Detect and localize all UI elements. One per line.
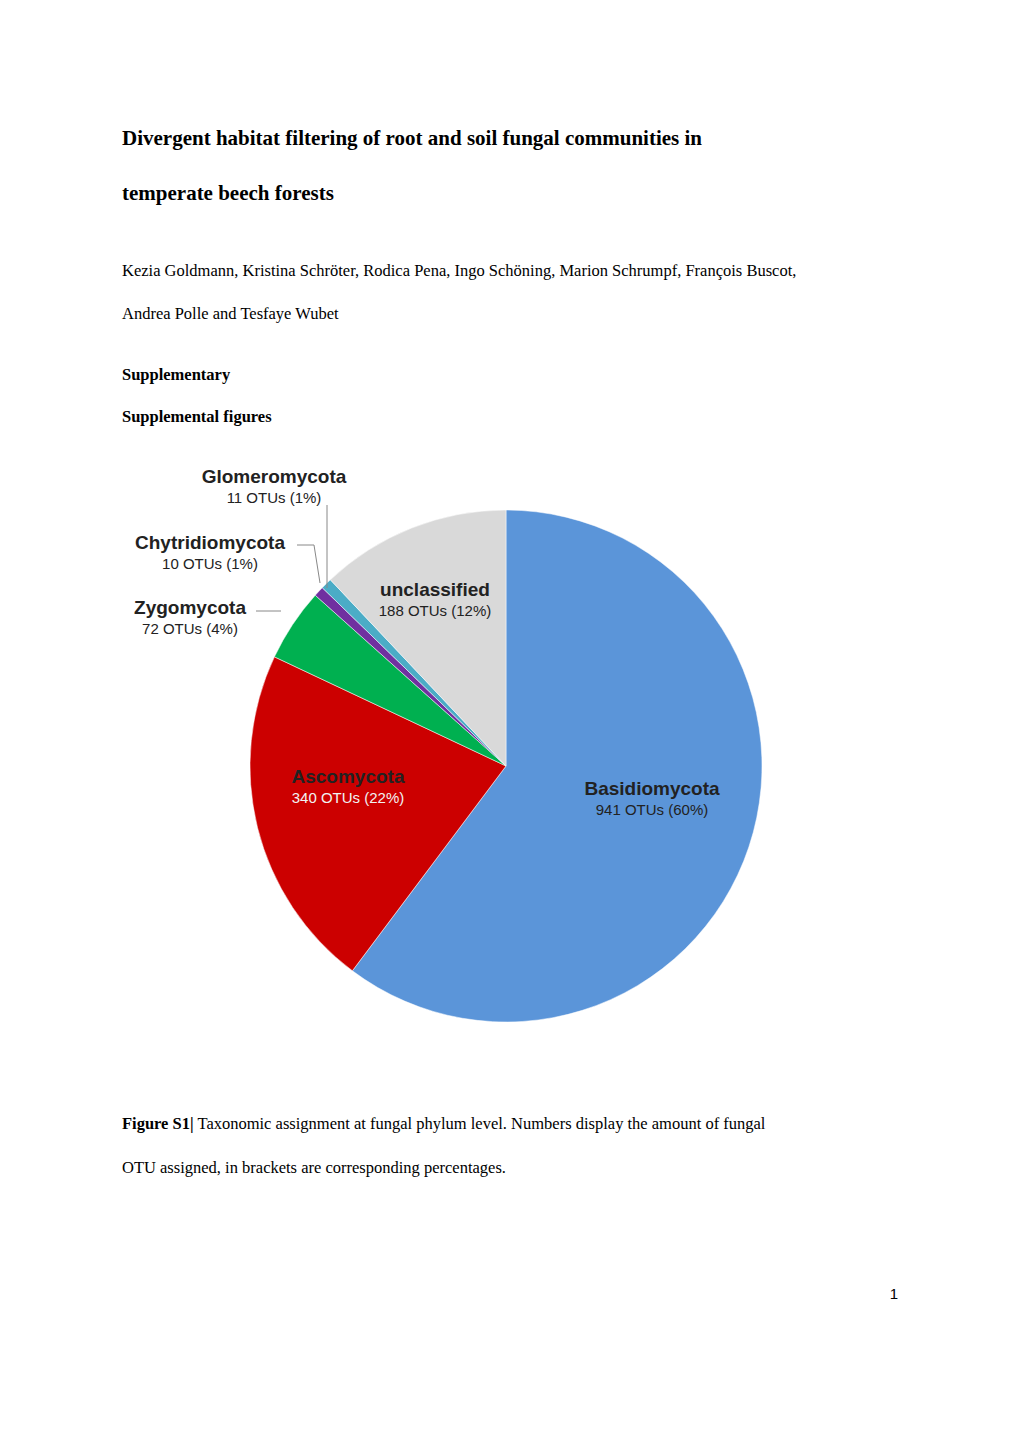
svg-text:Zygomycota: Zygomycota bbox=[134, 597, 246, 618]
svg-text:188 OTUs (12%): 188 OTUs (12%) bbox=[379, 602, 492, 619]
svg-text:340 OTUs (22%): 340 OTUs (22%) bbox=[292, 789, 405, 806]
svg-text:72 OTUs (4%): 72 OTUs (4%) bbox=[142, 620, 238, 637]
svg-text:unclassified: unclassified bbox=[380, 579, 490, 600]
svg-text:Divergent habitat filtering of: Divergent habitat filtering of root and … bbox=[122, 126, 702, 150]
svg-text:temperate beech forests: temperate beech forests bbox=[122, 181, 334, 205]
svg-text:Andrea Polle and Tesfaye Wubet: Andrea Polle and Tesfaye Wubet bbox=[122, 304, 339, 323]
svg-text:941 OTUs (60%): 941 OTUs (60%) bbox=[596, 801, 709, 818]
svg-text:Chytridiomycota: Chytridiomycota bbox=[135, 532, 285, 553]
svg-text:Figure S1| Taxonomic assignmen: Figure S1| Taxonomic assignment at funga… bbox=[122, 1114, 766, 1133]
svg-text:Supplemental figures: Supplemental figures bbox=[122, 407, 272, 426]
svg-text:Ascomycota: Ascomycota bbox=[292, 766, 405, 787]
svg-text:1: 1 bbox=[890, 1285, 898, 1302]
svg-text:Kezia Goldmann, Kristina Schrö: Kezia Goldmann, Kristina Schröter, Rodic… bbox=[122, 261, 796, 280]
svg-text:11 OTUs (1%): 11 OTUs (1%) bbox=[227, 489, 322, 506]
svg-text:10 OTUs (1%): 10 OTUs (1%) bbox=[162, 555, 258, 572]
svg-text:Basidiomycota: Basidiomycota bbox=[584, 778, 720, 799]
svg-text:Supplementary: Supplementary bbox=[122, 365, 231, 384]
svg-text:Glomeromycota: Glomeromycota bbox=[202, 466, 347, 487]
svg-text:OTU assigned, in brackets are: OTU assigned, in brackets are correspond… bbox=[122, 1158, 506, 1177]
